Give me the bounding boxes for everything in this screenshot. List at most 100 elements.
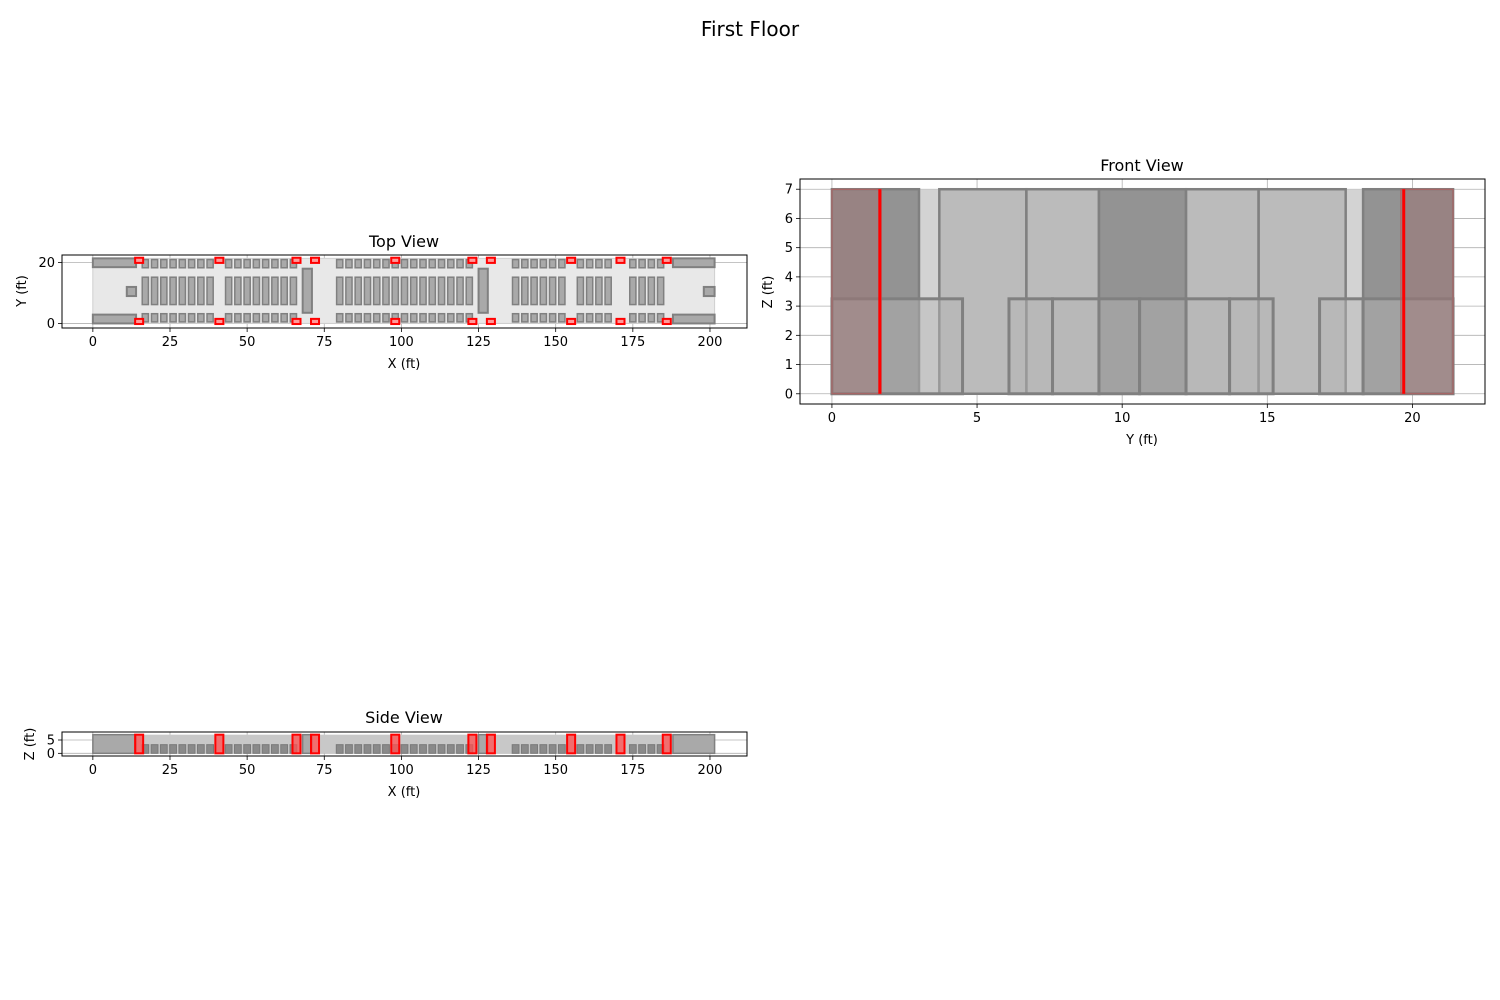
door-profile xyxy=(661,733,672,755)
seat xyxy=(446,312,455,323)
front-view-y-tick-label: 2 xyxy=(785,329,793,344)
monument-block xyxy=(1361,187,1455,396)
seat-profile xyxy=(159,744,168,754)
door-zone xyxy=(831,188,882,395)
seat xyxy=(243,276,251,306)
side-view-y-ticks: 05 xyxy=(47,734,62,762)
top-view-x-tick-label: 25 xyxy=(162,335,179,350)
front-view-y-tick-label: 6 xyxy=(785,212,793,227)
seat-profile xyxy=(382,744,390,754)
top-view-x-ticks: 0 25 50 75 100 125 150 175 200 xyxy=(89,328,722,350)
seat xyxy=(354,258,363,269)
seat xyxy=(595,276,603,306)
seat xyxy=(604,312,612,323)
seat-profile xyxy=(335,744,344,754)
seat xyxy=(530,258,538,269)
top-view-x-tick-label: 0 xyxy=(89,335,97,350)
seat xyxy=(595,258,603,269)
seat xyxy=(289,276,298,306)
seat xyxy=(530,276,538,306)
seat xyxy=(456,258,464,269)
seat-profile xyxy=(243,744,252,754)
seat-block xyxy=(1318,297,1365,396)
galley-profile xyxy=(672,733,716,755)
seat-profile xyxy=(224,744,233,754)
front-view-y-axis-label: Z (ft) xyxy=(761,276,776,309)
door-marker xyxy=(390,317,401,326)
seat xyxy=(159,312,168,323)
door-profile xyxy=(214,733,225,755)
front-view-x-tick-label: 10 xyxy=(1114,411,1131,426)
door-profile xyxy=(291,733,302,755)
side-view-frame xyxy=(61,731,748,757)
seat xyxy=(638,276,646,306)
seat xyxy=(400,276,409,306)
top-view-y-tick-label: 20 xyxy=(38,256,55,271)
top-view-x-axis-label: X (ft) xyxy=(388,357,421,372)
seat xyxy=(521,276,529,306)
seat-profile xyxy=(604,744,613,754)
side-view-plot-area xyxy=(61,731,748,757)
side-view-x-ticks: 0 25 50 75 100 125 150 175 200 xyxy=(89,756,722,778)
seat xyxy=(530,312,538,323)
galley-profile xyxy=(92,733,137,755)
seat-profile xyxy=(400,744,409,754)
front-view-panel: Front View 0 5 10 15 20 0 1 2 3 4 5 6 7 Y (ft) Z (f… xyxy=(761,156,1486,448)
door-marker xyxy=(134,256,145,264)
seat xyxy=(576,258,585,269)
door-marker xyxy=(310,317,321,326)
front-view-x-tick-label: 5 xyxy=(973,411,981,426)
front-view-y-tick-label: 7 xyxy=(785,183,793,198)
seat xyxy=(400,312,409,323)
seat xyxy=(511,276,520,306)
seat-block xyxy=(1138,297,1188,396)
seat xyxy=(409,312,418,323)
seat xyxy=(150,312,159,323)
seat xyxy=(419,276,427,306)
seat-profile xyxy=(520,744,529,754)
seat xyxy=(159,258,168,269)
seat-profile xyxy=(548,744,557,754)
seat xyxy=(400,258,409,269)
seat-profile xyxy=(647,744,656,754)
seat xyxy=(345,258,353,269)
seat xyxy=(628,312,637,323)
seat xyxy=(234,312,242,323)
seat xyxy=(548,312,557,323)
seat xyxy=(539,258,548,269)
seat-profile xyxy=(585,744,594,754)
seat xyxy=(409,258,418,269)
seat xyxy=(539,312,548,323)
seat xyxy=(252,276,261,306)
seat xyxy=(354,276,363,306)
seat-block xyxy=(1007,297,1055,396)
seat xyxy=(271,312,279,323)
seat-profile xyxy=(261,744,270,754)
monument-block xyxy=(1184,187,1260,396)
side-view-x-tick-label: 50 xyxy=(239,763,256,778)
front-view-frame xyxy=(799,178,1486,405)
seat xyxy=(428,312,437,323)
seat xyxy=(206,258,214,269)
galley-block xyxy=(671,257,716,269)
seat xyxy=(372,258,381,269)
seat xyxy=(604,258,612,269)
seat xyxy=(539,276,548,306)
seat xyxy=(363,312,372,323)
seat-profile xyxy=(345,744,353,754)
seat xyxy=(187,276,196,306)
door-marker xyxy=(485,256,496,264)
front-view-y-tick-label: 5 xyxy=(785,241,793,256)
door-marker xyxy=(485,317,496,326)
seat-profile xyxy=(196,744,205,754)
seat xyxy=(437,312,446,323)
door-marker xyxy=(661,256,672,264)
seat-profile xyxy=(252,744,261,754)
front-view-y-ticks: 0 1 2 3 4 5 6 7 xyxy=(785,183,800,402)
seat xyxy=(178,258,187,269)
side-view-x-tick-label: 25 xyxy=(162,763,179,778)
seat-profile xyxy=(511,744,520,754)
seat xyxy=(159,276,168,306)
side-view-components xyxy=(92,733,716,755)
